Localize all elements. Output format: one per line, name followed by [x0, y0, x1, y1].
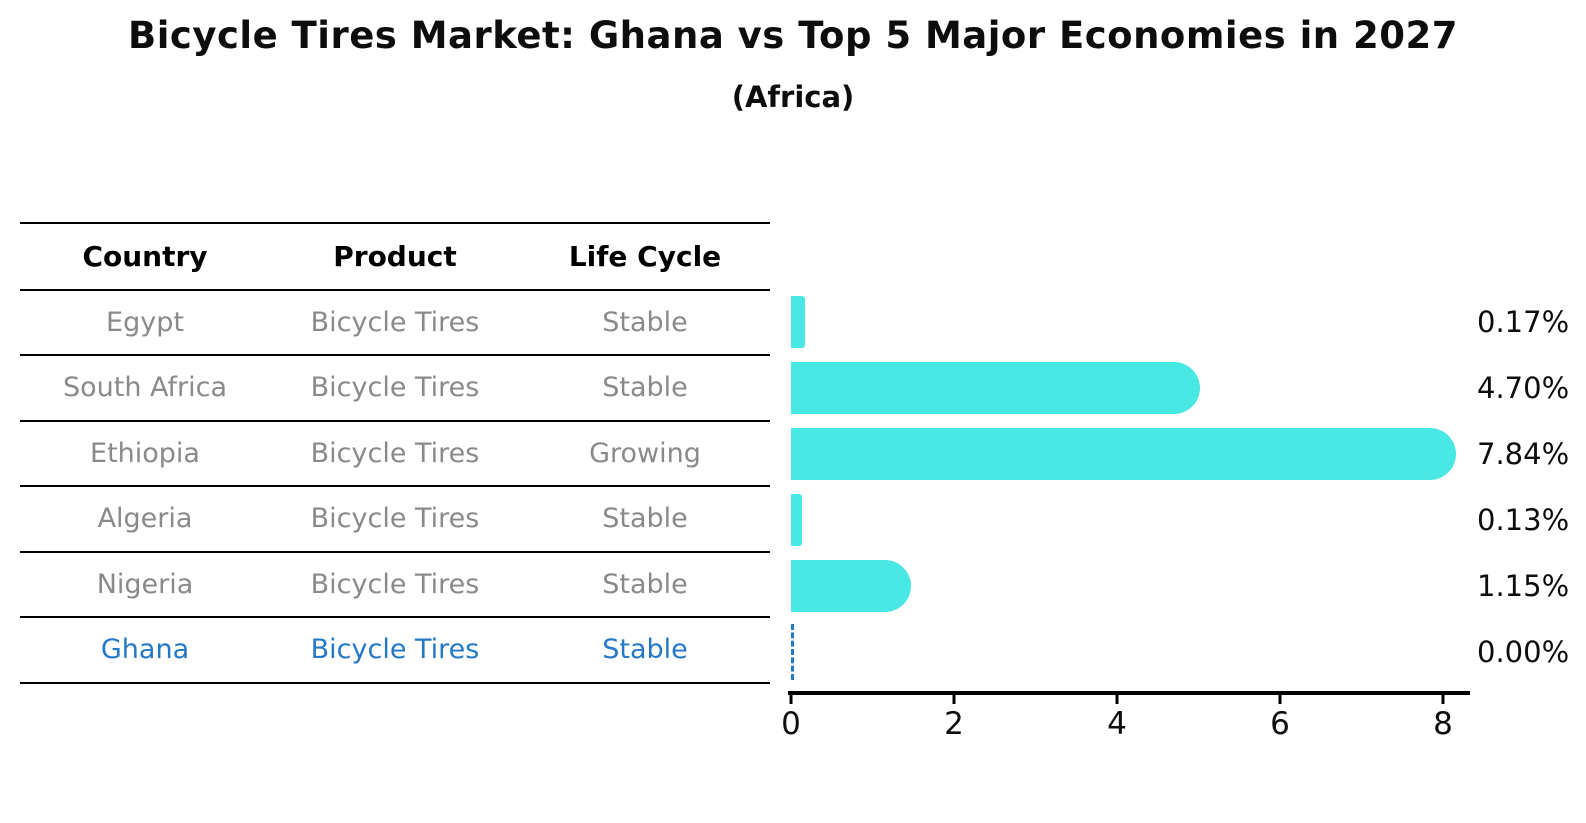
- cell-lifecycle: Stable: [602, 568, 688, 600]
- bar-value-label: 1.15%: [1477, 569, 1570, 603]
- table-row-nigeria: Nigeria Bicycle Tires Stable: [20, 553, 770, 618]
- x-axis-tick: [789, 694, 793, 704]
- x-axis-line: [788, 691, 1470, 695]
- cell-product: Bicycle Tires: [310, 372, 480, 404]
- x-axis-tick: [952, 694, 956, 704]
- bar-value-label: 0.17%: [1477, 305, 1570, 339]
- column-header-product: Product: [333, 239, 457, 273]
- bar-ethiopia: [791, 428, 1456, 480]
- table-header-row: Country Product Life Cycle: [20, 224, 770, 291]
- x-axis-tick: [1115, 694, 1119, 704]
- bar-nigeria: [791, 560, 911, 612]
- cell-lifecycle: Stable: [602, 372, 688, 404]
- x-axis-tick-label: 4: [1107, 706, 1127, 742]
- bar-value-label: 4.70%: [1477, 371, 1570, 405]
- cell-product: Bicycle Tires: [310, 503, 480, 535]
- bar-algeria: [791, 494, 802, 546]
- column-header-lifecycle: Life Cycle: [568, 239, 722, 273]
- cell-lifecycle: Stable: [602, 634, 688, 666]
- cell-product: Bicycle Tires: [310, 568, 480, 600]
- cell-product: Bicycle Tires: [310, 437, 480, 469]
- x-axis-tick: [1278, 694, 1282, 704]
- page-title: Bicycle Tires Market: Ghana vs Top 5 Maj…: [128, 14, 1458, 57]
- page-subtitle: (Africa): [731, 80, 855, 114]
- cell-product: Bicycle Tires: [310, 634, 480, 666]
- cell-country: Ghana: [100, 634, 190, 666]
- cell-lifecycle: Stable: [602, 306, 688, 338]
- x-axis-tick-label: 0: [781, 706, 801, 742]
- bar-egypt: [791, 296, 805, 348]
- cell-country: Nigeria: [96, 568, 194, 600]
- table-row-algeria: Algeria Bicycle Tires Stable: [20, 487, 770, 553]
- cell-country: South Africa: [62, 372, 228, 404]
- comparison-table: Country Product Life Cycle Egypt Bicycle…: [20, 222, 770, 684]
- x-axis-tick: [1441, 694, 1445, 704]
- table-row-south-africa: South Africa Bicycle Tires Stable: [20, 356, 770, 422]
- table-row-ethiopia: Ethiopia Bicycle Tires Growing: [20, 422, 770, 487]
- cell-country: Egypt: [106, 306, 184, 338]
- bar-value-label: 0.13%: [1477, 503, 1570, 537]
- bar-south-africa: [791, 362, 1201, 414]
- bar-value-label: 7.84%: [1477, 437, 1570, 471]
- x-axis-tick-label: 6: [1270, 706, 1290, 742]
- table-row-ghana: Ghana Bicycle Tires Stable: [20, 618, 770, 684]
- bar-value-label: 0.00%: [1477, 635, 1570, 669]
- cell-lifecycle: Growing: [589, 437, 701, 469]
- ghana-zero-dashed-marker: [791, 624, 794, 680]
- column-header-country: Country: [82, 239, 208, 273]
- x-axis-tick-label: 2: [944, 706, 964, 742]
- x-axis-tick-label: 8: [1433, 706, 1453, 742]
- cell-lifecycle: Stable: [602, 503, 688, 535]
- cell-product: Bicycle Tires: [310, 306, 480, 338]
- cell-country: Algeria: [97, 503, 193, 535]
- table-row-egypt: Egypt Bicycle Tires Stable: [20, 291, 770, 356]
- cell-country: Ethiopia: [90, 437, 200, 469]
